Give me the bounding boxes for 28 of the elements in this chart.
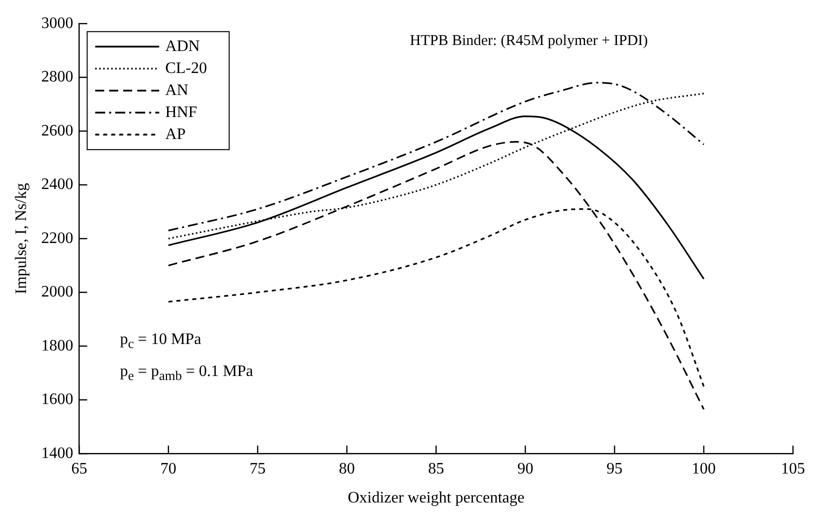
y-tick-label: 2000 — [41, 284, 74, 301]
x-tick-label: 105 — [781, 460, 805, 478]
x-tick-label: 100 — [692, 460, 716, 478]
y-tick-label: 2800 — [41, 68, 74, 86]
annotation: p$_{c}$ = 10 MPa — [120, 330, 202, 354]
x-tick-label: 75 — [250, 460, 266, 478]
annotation: p$_{e}$ = p$_{amb}$ = 0.1 MPa — [120, 362, 254, 386]
text: HTPB Binder: (R45M polymer + IPDI) — [410, 33, 648, 50]
x-tick-label: 70 — [160, 460, 176, 478]
x-tick-label: 65 — [71, 460, 88, 478]
x-tick-label: 95 — [606, 460, 623, 478]
y-tick-label: 1800 — [41, 337, 74, 354]
y-tick-label: 2600 — [41, 122, 74, 140]
legend-label: AP — [165, 126, 186, 143]
legend-label: HNF — [165, 104, 198, 121]
y-tick-label: 2200 — [41, 230, 74, 247]
y-axis-title: Impulse, I, Ns/kg — [12, 183, 30, 294]
legend-label: ADN — [165, 38, 200, 55]
x-tick-label: 80 — [338, 460, 355, 478]
legend-label: CL-20 — [165, 60, 207, 77]
y-tick-label: 3000 — [41, 14, 74, 32]
x-tick-label: 90 — [517, 460, 534, 478]
legend-label: AN — [165, 82, 189, 99]
y-tick-label: 1400 — [41, 444, 74, 462]
y-tick-label: 2400 — [41, 176, 74, 194]
y-tick-label: 1600 — [41, 391, 74, 408]
x-tick-label: 85 — [428, 460, 444, 478]
x-axis-title: Oxidizer weight percentage — [348, 490, 525, 507]
